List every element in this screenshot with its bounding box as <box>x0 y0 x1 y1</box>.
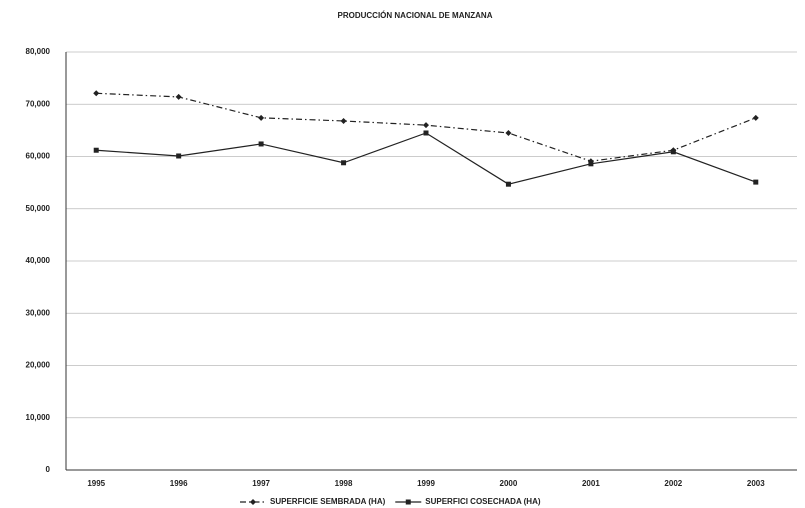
data-point <box>670 149 676 155</box>
data-point <box>752 114 759 121</box>
series-line <box>96 92 756 162</box>
data-point <box>175 93 182 100</box>
y-tick-label: 40,000 <box>26 256 51 265</box>
y-tick-label: 80,000 <box>26 47 51 56</box>
y-tick-label: 30,000 <box>26 308 51 317</box>
y-tick-label: 50,000 <box>26 204 51 213</box>
legend-label: SUPERFICI COSECHADA (HA) <box>425 497 541 506</box>
x-tick-label: 1997 <box>252 479 270 488</box>
x-tick-label: 2003 <box>747 479 765 488</box>
x-tick-label: 1996 <box>170 479 188 488</box>
x-tick-label: 2001 <box>582 479 600 488</box>
data-point <box>93 90 100 97</box>
x-tick-label: 1999 <box>417 479 435 488</box>
chart-title: PRODUCCIÓN NACIONAL DE MANZANA <box>338 11 493 20</box>
x-tick-label: 2000 <box>500 479 518 488</box>
legend-label: SUPERFICIE SEMBRADA (HA) <box>270 497 386 506</box>
legend-marker <box>250 499 256 505</box>
legend-marker <box>405 499 411 505</box>
y-tick-label: 0 <box>46 465 51 474</box>
x-tick-label: 2002 <box>664 479 682 488</box>
series-line <box>96 132 756 185</box>
x-tick-label: 1998 <box>335 479 353 488</box>
data-point <box>93 147 99 153</box>
data-point <box>176 153 182 159</box>
data-point <box>423 130 429 136</box>
data-point <box>341 160 347 166</box>
y-tick-label: 10,000 <box>26 413 51 422</box>
y-tick-label: 60,000 <box>26 152 51 161</box>
data-point <box>258 114 265 121</box>
y-tick-label: 70,000 <box>26 99 51 108</box>
data-point <box>753 179 759 185</box>
x-tick-label: 1995 <box>87 479 105 488</box>
data-point <box>505 181 511 187</box>
data-point <box>505 129 512 136</box>
data-point <box>588 161 594 167</box>
data-point <box>340 117 347 124</box>
data-point <box>258 141 264 147</box>
y-tick-label: 20,000 <box>26 361 51 370</box>
data-point <box>423 122 429 129</box>
